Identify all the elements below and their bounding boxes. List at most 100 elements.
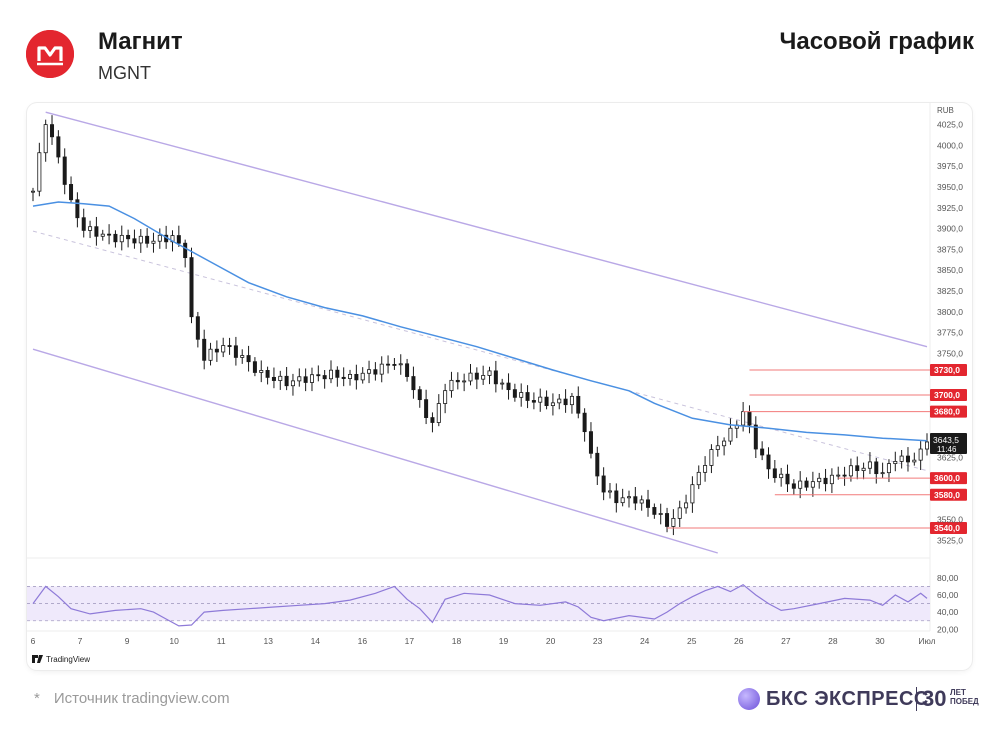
moving-average-line [32, 201, 928, 442]
candle-body [550, 402, 555, 407]
candle-body [506, 382, 511, 391]
candle [132, 229, 137, 249]
candle-body [855, 465, 860, 472]
candle [468, 363, 473, 386]
candle [31, 187, 36, 202]
candle-body [62, 156, 67, 185]
source-note: * Источник tradingview.com [34, 690, 230, 707]
candle [151, 232, 156, 253]
candle-body [779, 473, 784, 479]
candle-body [360, 372, 365, 381]
candle-body [81, 217, 86, 231]
candle-body [119, 234, 124, 243]
candle [633, 486, 638, 511]
candle [512, 383, 517, 402]
candle-body [221, 345, 226, 353]
brand-anniversary-caption: ЛЕТ ПОБЕД [950, 688, 979, 706]
level-label: 3680,0 [934, 407, 960, 417]
candle [753, 416, 758, 459]
level-label: 3540,0 [934, 523, 960, 533]
candle-body [715, 445, 720, 450]
candle [138, 229, 143, 253]
candle [658, 503, 663, 525]
candle-body [297, 376, 302, 382]
candle [563, 389, 568, 413]
candle-body [411, 376, 416, 391]
candle-body [398, 363, 403, 366]
candle-body [867, 461, 872, 469]
candle-body [753, 424, 758, 450]
candle-body [233, 345, 238, 358]
rsi-tick-label: 60,00 [937, 590, 959, 600]
channel-mid-line [32, 230, 928, 472]
brand-anniversary-sub1: ЛЕТ [950, 688, 966, 697]
y-tick-label: 4025,0 [937, 120, 963, 130]
candle [474, 367, 479, 390]
candle [557, 393, 562, 410]
candle-body [639, 499, 644, 504]
candle [893, 451, 898, 472]
candle [348, 369, 353, 386]
brand-name: БКС ЭКСПРЕСС [766, 688, 929, 710]
candle-body [252, 361, 257, 373]
candle-body [75, 199, 80, 219]
candle [582, 408, 587, 442]
candle-body [823, 477, 828, 485]
candle-body [138, 235, 143, 244]
candle-body [912, 459, 917, 463]
candle [576, 386, 581, 419]
candle [309, 367, 314, 392]
candle [50, 115, 55, 145]
candle [246, 345, 251, 372]
candle [595, 446, 600, 486]
bks-logo-icon [738, 688, 760, 710]
y-tick-label: 3625,0 [937, 452, 963, 462]
candle [639, 495, 644, 511]
candle-body [804, 480, 809, 488]
candle-body [43, 124, 48, 154]
candle-body [538, 396, 543, 403]
x-tick-label: 18 [452, 636, 462, 646]
candle [703, 456, 708, 482]
candle [861, 462, 866, 480]
candle-body [747, 411, 752, 426]
candle [684, 494, 689, 514]
footnote-star: * [34, 690, 40, 707]
candle [462, 373, 467, 392]
candle-body [760, 448, 765, 456]
candle [607, 482, 612, 499]
brand-anniversary-sub2: ПОБЕД [950, 697, 979, 706]
candle [665, 507, 670, 533]
candle [208, 342, 213, 366]
candle [836, 466, 841, 480]
candle-body [309, 374, 314, 383]
candle [443, 383, 448, 414]
level-badge [930, 488, 967, 501]
candle-body [500, 382, 505, 385]
candle [88, 220, 93, 239]
candle-body [905, 455, 910, 463]
candle-body [405, 363, 410, 377]
candle-body [69, 184, 74, 201]
candle-body [367, 369, 372, 374]
candle-body [646, 499, 651, 508]
candle-body [487, 370, 492, 376]
candle [322, 369, 327, 389]
candle [69, 176, 74, 204]
candle [760, 441, 765, 461]
tradingview-watermark: TradingView [32, 655, 90, 664]
candle [233, 336, 238, 366]
candle-body [893, 461, 898, 465]
candle [392, 357, 397, 370]
y-tick-label: 3925,0 [937, 203, 963, 213]
candle [550, 393, 555, 416]
candle-body [468, 372, 473, 382]
candle [842, 466, 847, 486]
candle-body [703, 465, 708, 473]
candle-body [189, 257, 194, 318]
candle [614, 483, 619, 513]
candle [189, 247, 194, 324]
y-tick-label: 3800,0 [937, 307, 963, 317]
level-badge [930, 364, 967, 377]
candle-body [582, 412, 587, 433]
